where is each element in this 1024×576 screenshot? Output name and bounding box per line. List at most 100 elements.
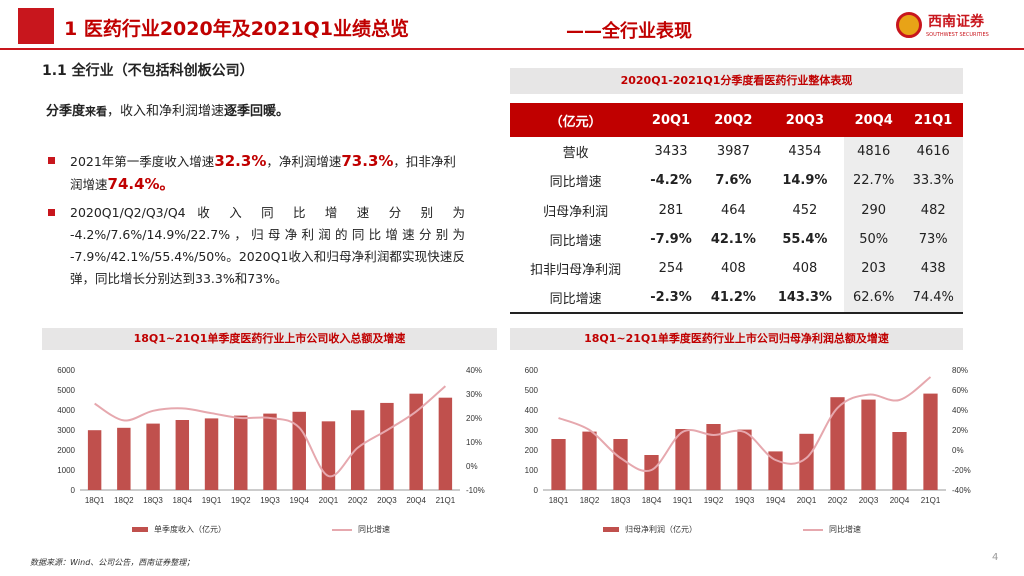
bar [799,433,814,490]
table-cell: 3433 [654,144,688,160]
bullet-marker [48,157,55,164]
y-left-tick-label: 500 [525,386,539,395]
growth-line [558,376,932,473]
bullet-text: ，净利润增速 [266,154,342,169]
y-right-tick-label: 20% [466,414,482,423]
bar [87,430,102,490]
table-cell: 203 [843,254,904,284]
bullet-2: 2020Q1/Q2/Q3/Q4 收 入 同 比 增 速 分 别 为 -4.2%/… [70,205,465,286]
table-cell: 73% [903,224,963,255]
bullet-value: 73.3% [341,152,394,170]
table-cell: 408 [720,261,746,277]
y-right-tick-label: 60% [952,386,968,395]
x-tick-label: 21Q1 [436,496,456,505]
y-right-tick-label: -40% [952,486,971,495]
performance-table: （亿元） 20Q1 20Q2 20Q3 20Q4 21Q1 营收 3433 39… [510,103,963,314]
table-cell: 同比增速 [549,234,602,250]
x-tick-label: 18Q2 [114,496,134,505]
table-cell: 290 [843,195,904,225]
data-source-note: 数据来源：Wind、公司公告，西南证券整理； [30,558,195,567]
table-cell: 482 [903,195,963,225]
x-tick-label: 20Q4 [890,496,910,505]
table-header: （亿元） [510,103,642,137]
table-cell: 452 [792,202,818,218]
table-cell: 143.3% [765,283,844,314]
table-cell: 22.7% [843,166,904,196]
y-left-tick-label: 6000 [57,366,75,375]
legend-bar-label: 单季度收入（亿元） [154,524,226,534]
bar [830,397,845,490]
table-cell: 62.6% [843,283,904,314]
brand-logo: 西南证券 SOUTHWEST SECURITIES [896,10,996,44]
bar [613,439,628,490]
table-cell: 归母净利润 [543,204,609,220]
bar [234,415,248,490]
table-cell: 营收 [562,146,589,162]
table-cell: 408 [792,261,818,277]
x-tick-label: 20Q4 [406,496,426,505]
x-tick-label: 19Q3 [735,496,755,505]
bar [409,393,423,490]
growth-line [94,385,447,478]
bar [117,427,131,490]
bar [263,413,277,490]
legend-bar-swatch [603,527,619,532]
x-tick-label: 18Q3 [143,496,163,505]
y-right-tick-label: 20% [952,426,968,435]
brand-icon [896,12,922,38]
table-header-row: （亿元） 20Q1 20Q2 20Q3 20Q4 21Q1 [510,103,963,137]
table-cell: -7.9% [650,232,692,248]
table-title: 2020Q1-2021Q1分季度看医药行业整体表现 [510,68,963,94]
y-right-tick-label: 40% [952,406,968,415]
x-tick-label: 20Q1 [319,496,339,505]
bullet-1: 2021年第一季度收入增速32.3%，净利润增速73.3%，扣非净利润增速74.… [70,150,465,196]
x-tick-label: 19Q1 [673,496,693,505]
page-title: 1 医药行业2020年及2021Q1业绩总览 [64,18,409,40]
legend-line-label: 同比增速 [829,524,861,534]
bar [175,420,190,490]
title-divider [0,48,1024,50]
bar [146,423,160,490]
y-left-tick-label: 200 [525,446,539,455]
y-left-tick-label: 100 [525,466,539,475]
table-header: 20Q2 [700,103,766,137]
table-header: 21Q1 [903,103,963,137]
table-cell: 4616 [903,137,963,167]
brand-subtitle: SOUTHWEST SECURITIES [926,32,989,38]
table-cell: 42.1% [710,232,756,248]
bar [551,439,566,490]
x-tick-label: 19Q4 [289,496,309,505]
x-tick-label: 20Q3 [859,496,879,505]
x-tick-label: 19Q2 [231,496,251,505]
bar [706,424,721,490]
bullet-value: 32.3% [214,152,267,170]
legend-line-label: 同比增速 [358,524,390,534]
bar [204,418,219,490]
x-tick-label: 19Q1 [202,496,222,505]
table-row: 同比增速 -7.9% 42.1% 55.4% 50% 73% [510,224,963,255]
chart-1-title: 18Q1~21Q1单季度医药行业上市公司收入总额及增速 [42,328,497,350]
bar [644,455,659,490]
table-cell: 281 [658,202,684,218]
y-left-tick-label: 0 [71,486,76,495]
y-right-tick-label: 0% [952,446,964,455]
x-tick-label: 20Q3 [377,496,397,505]
table-cell: 同比增速 [510,283,642,314]
x-tick-label: 20Q2 [348,496,368,505]
x-tick-label: 18Q4 [173,496,193,505]
x-tick-label: 18Q1 [549,496,569,505]
table-cell: 41.2% [700,283,766,314]
table-header: 20Q3 [765,103,844,137]
table-cell: 464 [720,202,746,218]
table-header: 20Q4 [843,103,904,137]
y-right-tick-label: 30% [466,390,482,399]
x-tick-label: 18Q4 [642,496,662,505]
bullet-marker [48,209,55,216]
x-tick-label: 19Q2 [704,496,724,505]
brand-name: 西南证券 [928,14,984,30]
bar [582,431,597,490]
table-cell: 4354 [788,144,822,160]
revenue-chart: 6000 5000 4000 3000 2000 1000 0 40% 30% 20% 10% 0% -… [57,366,485,534]
table-cell: 4816 [843,137,904,167]
y-right-tick-label: -10% [466,486,485,495]
